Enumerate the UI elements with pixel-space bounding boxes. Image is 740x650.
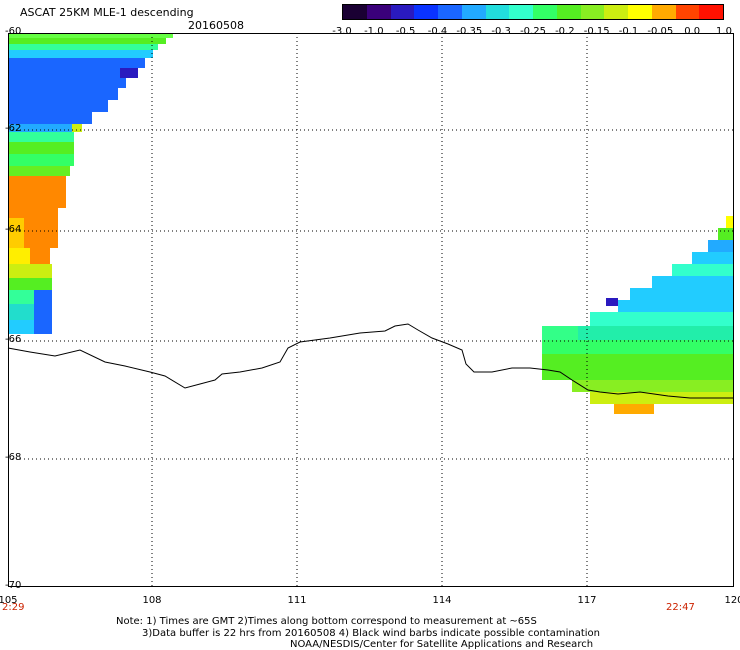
lat-label: -68 xyxy=(5,452,22,463)
color-scale-tick-label: -0.3 xyxy=(491,26,511,37)
lat-label: -70 xyxy=(5,580,22,591)
color-scale-swatch xyxy=(580,5,605,19)
color-scale-swatch xyxy=(604,5,628,19)
color-scale-swatch xyxy=(390,5,415,19)
lon-label: 105 xyxy=(0,595,18,606)
lon-label: 108 xyxy=(142,595,162,606)
color-scale-swatch xyxy=(675,5,700,19)
note-line-3: NOAA/NESDIS/Center for Satellite Applica… xyxy=(290,639,594,650)
color-scale-tick-label: -0.35 xyxy=(456,26,483,37)
lon-label: 120 xyxy=(724,595,740,606)
start-time-label: 2:29 xyxy=(2,602,25,613)
color-scale-swatch xyxy=(628,5,652,19)
note-line-2: 3)Data buffer is 22 hrs from 20160508 4)… xyxy=(142,628,600,639)
color-scale-swatch xyxy=(533,5,557,19)
color-scale-tick-label: -0.4 xyxy=(427,26,448,37)
lon-label: 114 xyxy=(432,595,452,606)
lat-label: -60 xyxy=(5,26,22,37)
map-frame xyxy=(8,33,734,587)
east-data-swath xyxy=(542,216,734,414)
color-scale-swatch xyxy=(438,5,462,19)
color-scale-tick-label: -0.15 xyxy=(583,26,610,37)
color-scale-tick-label: -0.25 xyxy=(520,26,546,37)
color-scale-swatch xyxy=(414,5,438,19)
lat-label: -62 xyxy=(5,123,22,134)
color-scale-swatch xyxy=(509,5,533,19)
note-line-1: Note: 1) Times are GMT 2)Times along bot… xyxy=(116,616,537,627)
lon-label: 111 xyxy=(287,595,307,606)
west-data-swath xyxy=(8,33,173,334)
lat-label: -66 xyxy=(5,334,22,345)
product-date: 20160508 xyxy=(188,19,244,32)
lat-label: -64 xyxy=(5,224,22,235)
color-scale-swatch xyxy=(651,5,676,19)
color-scale-swatch xyxy=(485,5,510,19)
color-scale-tick-label: -3.0 xyxy=(332,26,352,37)
color-scale-swatch xyxy=(556,5,581,19)
color-scale-tick-label: -1.0 xyxy=(364,26,384,37)
lon-label: 117 xyxy=(577,595,597,606)
color-scale-swatch xyxy=(699,5,723,19)
color-scale-tick-label: -0.1 xyxy=(618,26,639,37)
product-title: ASCAT 25KM MLE-1 descending xyxy=(20,6,194,19)
color-scale-tick-label: -0.05 xyxy=(647,26,674,37)
color-scale-tick-label: 1.0 xyxy=(716,26,732,37)
color-scale-tick-label: 0.0 xyxy=(684,26,701,37)
color-scale-tick-label: -0.5 xyxy=(395,26,416,37)
color-scale-swatch xyxy=(343,5,367,19)
color-scale-swatch xyxy=(461,5,486,19)
end-time-label: 22:47 xyxy=(666,602,695,613)
color-scale-swatch xyxy=(366,5,391,19)
graticule xyxy=(8,33,734,587)
color-scale-tick-label: -0.2 xyxy=(555,26,575,37)
antarctic-coastline xyxy=(7,323,734,399)
color-scale-bar xyxy=(342,4,724,20)
